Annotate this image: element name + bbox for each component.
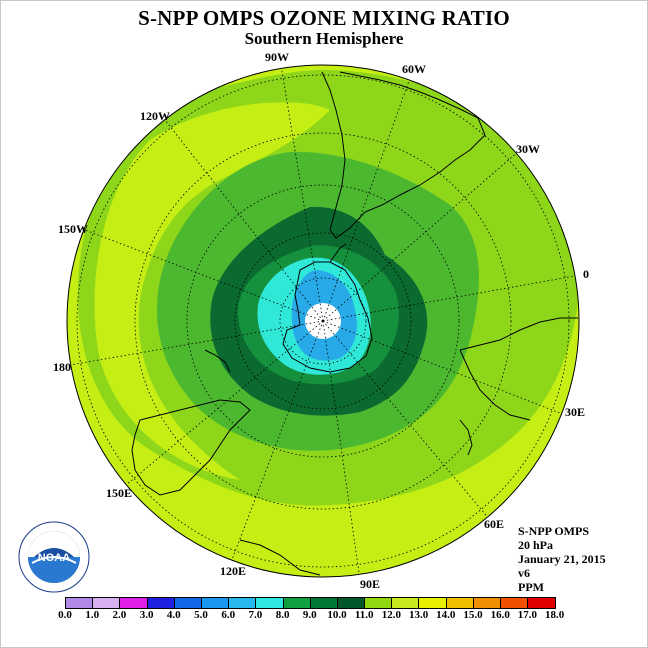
colorbar-swatch [446, 598, 474, 608]
lon-label-30w: 30W [516, 142, 540, 156]
map-border [66, 64, 580, 578]
colorbar-tick-label: 11.0 [354, 609, 374, 621]
colorbar-swatch [310, 598, 338, 608]
colorbar-swatch [528, 598, 556, 608]
colorbar-tick-label: 16.0 [490, 609, 510, 621]
info-units: PPM [518, 580, 544, 594]
colorbar-swatch [365, 598, 393, 608]
lon-label-150e: 150E [106, 486, 133, 500]
lon-label-60w: 60W [402, 62, 426, 76]
colorbar-swatch [201, 598, 230, 608]
colorbar-swatch [337, 598, 366, 608]
lon-label-30e: 30E [565, 405, 586, 419]
colorbar-tick-label: 4.0 [166, 609, 181, 621]
info-date: January 21, 2015 [518, 552, 606, 566]
colorbar-swatch [419, 598, 447, 608]
coastlines [131, 71, 578, 576]
page-subtitle: Southern Hemisphere [244, 29, 404, 48]
colorbar-tick-label: 18.0 [544, 609, 565, 621]
colorbar-tick-label: 15.0 [463, 609, 483, 621]
colorbar-swatch [120, 598, 148, 608]
lon-label-0: 0 [583, 267, 589, 281]
colorbar-tick-label: 10.0 [327, 609, 347, 621]
colorbar-swatch [147, 598, 175, 608]
info-product: S-NPP OMPS [518, 524, 589, 538]
colorbar-tick-label: 14.0 [436, 609, 456, 621]
info-version: v6 [518, 566, 530, 580]
page-title: S-NPP OMPS OZONE MIXING RATIO [138, 6, 510, 30]
colorbar-tick-label: 6.0 [221, 609, 236, 621]
band-inner-light [94, 102, 331, 480]
info-block: S-NPP OMPS 20 hPa January 21, 2015 v6 PP… [518, 524, 606, 594]
colorbar-tick-label: 9.0 [302, 609, 317, 621]
colorbar-tick-label: 2.0 [112, 609, 127, 621]
colorbar-swatch [283, 598, 311, 608]
colorbar-swatch [501, 598, 529, 608]
colorbar [65, 597, 557, 609]
lon-label-120e: 120E [220, 564, 247, 578]
logo-text: NOAA [38, 552, 70, 564]
lon-label-120w: 120W [140, 109, 170, 123]
colorbar-swatch [93, 598, 121, 608]
lon-label-150w: 150W [58, 222, 88, 236]
colorbar-tick-label: 3.0 [139, 609, 154, 621]
colorbar-tick-label: 12.0 [381, 609, 402, 621]
lon-label-90e: 90E [360, 577, 381, 591]
colorbar-tick-label: 8.0 [275, 609, 290, 621]
ozone-field [67, 65, 579, 577]
colorbar-swatch [66, 598, 94, 608]
colorbar-tick-label: 13.0 [408, 609, 429, 621]
info-level: 20 hPa [518, 538, 554, 552]
colorbar-swatch [256, 598, 284, 608]
colorbar-tick-label: 7.0 [248, 609, 263, 621]
colorbar-tick-label: 1.0 [85, 609, 100, 621]
lon-label-180: 180 [53, 360, 71, 374]
noaa-logo: NOAA [18, 521, 90, 593]
colorbar-tick-label: 0.0 [58, 609, 72, 621]
colorbar-tick-label: 17.0 [517, 609, 538, 621]
lon-label-60e: 60E [484, 517, 505, 531]
colorbar-swatch [392, 598, 420, 608]
lon-label-90w: 90W [265, 50, 289, 64]
latitude-circles [76, 74, 570, 568]
colorbar-tick-label: 5.0 [194, 609, 208, 621]
colorbar-swatch [229, 598, 257, 608]
meridians [69, 65, 579, 577]
colorbar-swatch [473, 598, 501, 608]
colorbar-swatch [174, 598, 202, 608]
